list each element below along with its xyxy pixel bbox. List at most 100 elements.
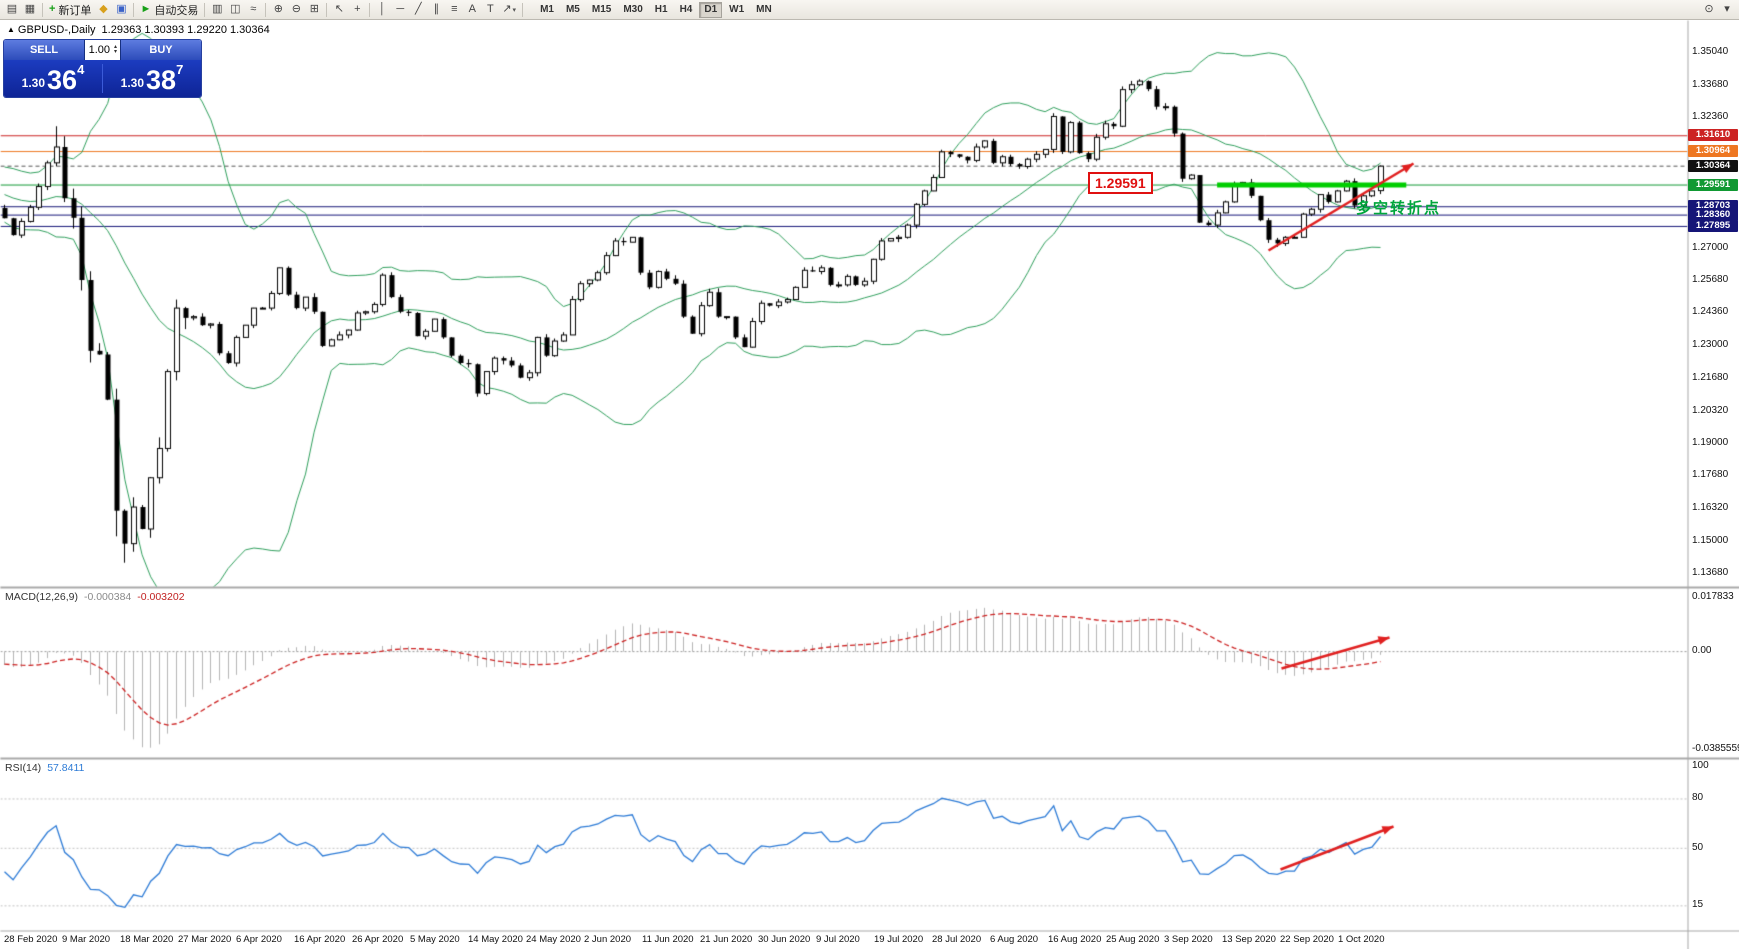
chart-ohlc-values: 1.29363 1.30393 1.29220 1.30364 (101, 24, 270, 36)
price-axis-tick: 1.24360 (1692, 306, 1729, 318)
macd-main-value: -0.000384 (83, 591, 132, 603)
vertical-line-icon[interactable]: │ (373, 1, 391, 19)
timeframe-mn[interactable]: MN (751, 2, 777, 18)
macd-axis-min: -0.0385559 (1692, 743, 1739, 754)
line-chart-icon[interactable]: ≈ (244, 1, 262, 19)
time-axis-label: 26 Apr 2020 (352, 934, 404, 945)
equidistant-channel-icon[interactable]: ∥ (427, 1, 445, 19)
trade-panel-controls: SELL 1.00 ▴ ▾ BUY (4, 40, 201, 60)
autotrading-icon: ► (140, 3, 152, 15)
chart-symbol-period: GBPUSD-,Daily (17, 24, 96, 36)
toolbar-separator (204, 2, 206, 17)
horizontal-line-icon[interactable]: ─ (391, 1, 409, 19)
toolbar-separator (369, 2, 371, 17)
tile-windows-icon[interactable]: ⊞ (305, 1, 323, 19)
timeframe-h4[interactable]: H4 (675, 2, 698, 18)
price-line-badge: 1.30964 (1688, 145, 1738, 158)
rsi-value: 57.8411 (47, 762, 85, 774)
price-axis-tick: 1.35040 (1692, 45, 1729, 57)
profiles-icon[interactable]: ▦ (21, 1, 39, 19)
timeframe-m5[interactable]: M5 (561, 2, 585, 18)
buy-price-pipette: 7 (176, 62, 184, 77)
arrows-icon[interactable]: ↗ ▾ (499, 1, 519, 19)
new-order-button[interactable]: + 新订单 (46, 1, 94, 19)
autotrading-label: 自动交易 (154, 4, 199, 17)
toolbar-more-icon[interactable]: ▾ (1718, 1, 1736, 19)
spinner-up-icon[interactable]: ▴ (113, 44, 117, 50)
time-axis-label: 2 Jun 2020 (584, 934, 632, 945)
trendline-icon[interactable]: ╱ (409, 1, 427, 19)
new-order-label: 新订单 (58, 4, 92, 17)
price-axis-tick: 1.13680 (1692, 566, 1729, 578)
text-label-icon[interactable]: T (481, 1, 499, 19)
rsi-axis-tick: 100 (1692, 759, 1709, 771)
sell-price[interactable]: 1.30 36 4 (4, 60, 102, 97)
time-axis-label: 6 Aug 2020 (990, 934, 1039, 945)
timeframe-w1[interactable]: W1 (724, 2, 749, 18)
trade-panel-prices: 1.30 36 4 1.30 38 7 (4, 60, 201, 97)
price-axis-tick: 1.23000 (1692, 339, 1729, 351)
autotrading-button[interactable]: ► 自动交易 (137, 1, 201, 19)
toolbar-separator (265, 2, 267, 17)
time-axis-label: 9 Jul 2020 (816, 934, 860, 945)
macd-axis-max: 0.017833 (1692, 591, 1734, 602)
time-axis-label: 28 Feb 2020 (4, 934, 58, 945)
spinner-down-icon[interactable]: ▾ (113, 49, 117, 55)
time-axis-label: 6 Apr 2020 (236, 934, 282, 945)
timeframe-m30[interactable]: M30 (618, 2, 647, 18)
time-axis-label: 24 May 2020 (526, 934, 581, 945)
candlestick-chart-icon[interactable]: ◫ (226, 1, 244, 19)
price-axis-tick: 1.20320 (1692, 404, 1729, 416)
rsi-name: RSI(14) (5, 762, 42, 774)
buy-price-big-digits: 38 (146, 65, 177, 95)
zoom-in-icon[interactable]: ⊕ (269, 1, 287, 19)
time-axis-label: 21 Jun 2020 (700, 934, 753, 945)
trade-panel-divider (102, 64, 103, 93)
sell-price-prefix: 1.30 (21, 76, 46, 90)
new-chart-icon[interactable]: ▤ (3, 1, 21, 19)
turning-point-note: 多空转折点 (1356, 200, 1442, 217)
crosshair-icon[interactable]: + (348, 1, 366, 19)
cursor-icon[interactable]: ↖ (330, 1, 348, 19)
timeframe-m15[interactable]: M15 (587, 2, 616, 18)
text-icon[interactable]: A (463, 1, 481, 19)
macd-signal-value: -0.003202 (137, 591, 185, 603)
time-axis-label: 13 Sep 2020 (1222, 934, 1276, 945)
time-axis-label: 22 Sep 2020 (1280, 934, 1334, 945)
timeframe-d1[interactable]: D1 (699, 1, 723, 18)
time-axis-label: 3 Sep 2020 (1164, 934, 1213, 945)
toolbar-separator (42, 2, 43, 17)
price-axis-tick: 1.25680 (1692, 274, 1729, 285)
time-axis-label: 9 Mar 2020 (62, 934, 111, 945)
bar-chart-icon[interactable]: ▥ (208, 1, 226, 19)
macd-indicator-label: MACD(12,26,9) -0.000384 -0.003202 (5, 591, 185, 603)
volume-stepper[interactable]: 1.00 ▴ ▾ (84, 40, 121, 60)
search-icon[interactable]: ⊙ (1700, 1, 1718, 19)
timeframe-h1[interactable]: H1 (650, 2, 673, 18)
time-axis-label: 25 Aug 2020 (1106, 934, 1160, 945)
price-axis-tick: 1.19000 (1692, 437, 1729, 449)
new-order-icon: + (49, 3, 56, 15)
price-axis-tick: 1.21680 (1692, 371, 1729, 383)
time-axis-label: 16 Aug 2020 (1048, 934, 1102, 945)
price-axis-tick: 1.17680 (1692, 469, 1729, 481)
data-window-icon[interactable]: ▣ (112, 1, 130, 19)
timeframe-m1[interactable]: M1 (535, 2, 559, 18)
time-axis-label: 27 Mar 2020 (178, 934, 232, 945)
zoom-out-icon[interactable]: ⊖ (287, 1, 305, 19)
time-axis-label: 28 Jul 2020 (932, 934, 982, 945)
buy-button[interactable]: BUY (121, 40, 201, 60)
time-axis-label: 1 Oct 2020 (1338, 934, 1385, 945)
expert-advisors-icon[interactable]: ◆ (94, 1, 112, 19)
price-axis-tick: 1.15000 (1692, 534, 1729, 546)
rsi-indicator-label: RSI(14) 57.8411 (5, 762, 84, 774)
price-axis-tick: 1.27000 (1692, 241, 1729, 253)
buy-price[interactable]: 1.30 38 7 (103, 60, 201, 97)
price-axis-tick: 1.32360 (1692, 110, 1729, 122)
buy-price-prefix: 1.30 (120, 76, 145, 90)
sell-button[interactable]: SELL (4, 40, 84, 60)
fibonacci-icon[interactable]: ≡ (445, 1, 463, 19)
volume-spinner: ▴ ▾ (111, 44, 120, 55)
time-axis-label: 5 May 2020 (410, 934, 460, 945)
